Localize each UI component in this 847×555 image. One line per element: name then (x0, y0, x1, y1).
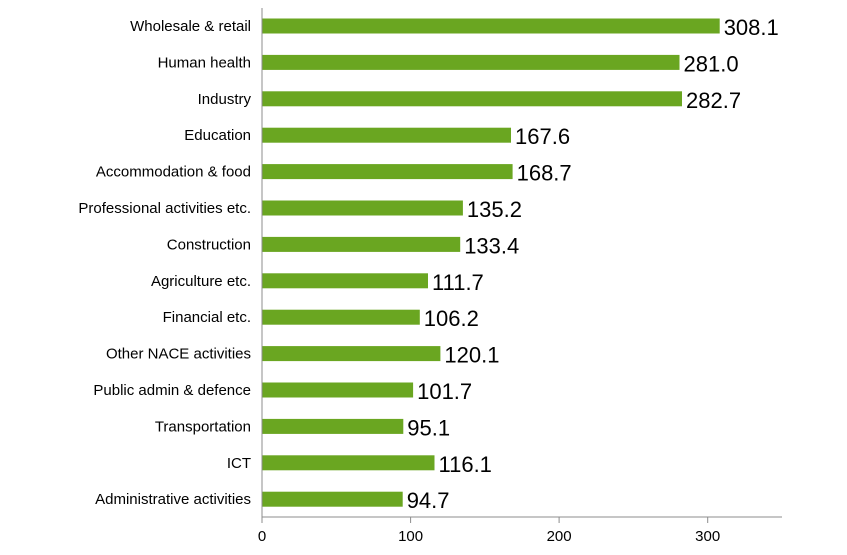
bar (262, 200, 463, 216)
category-label: Education (184, 127, 251, 144)
category-label: Construction (167, 236, 251, 253)
bar (262, 382, 414, 398)
bar (262, 273, 428, 289)
category-labels: Wholesale & retail Human health Industry Ed… (78, 18, 251, 508)
data-label: 281.0 (684, 51, 739, 76)
category-label: Industry (198, 91, 252, 108)
category-label: Public admin & defence (93, 382, 251, 399)
category-label: Professional activities etc. (78, 200, 251, 217)
bar (262, 418, 404, 434)
data-label: 282.7 (686, 88, 741, 113)
bar (262, 18, 720, 34)
x-tick-label: 100 (398, 528, 423, 545)
data-label: 135.2 (467, 197, 522, 222)
category-label: Human health (158, 54, 251, 71)
category-label: Administrative activities (95, 491, 251, 508)
data-label: 111.7 (432, 270, 484, 295)
bar (262, 91, 682, 107)
bar (262, 54, 680, 70)
category-label: Agriculture etc. (151, 273, 251, 290)
x-axis: 0 100 200 300 (258, 8, 782, 545)
data-label: 120.1 (444, 343, 499, 368)
bar (262, 236, 461, 252)
bar (262, 455, 435, 471)
bars (262, 18, 720, 507)
bar (262, 309, 420, 325)
category-label: Other NACE activities (106, 346, 251, 363)
data-label: 95.1 (407, 415, 450, 440)
data-label: 308.1 (724, 15, 779, 40)
category-label: Accommodation & food (96, 164, 251, 181)
data-label: 101.7 (417, 379, 472, 404)
bar (262, 127, 511, 143)
data-label: 116.1 (439, 452, 492, 477)
category-label: Financial etc. (163, 309, 251, 326)
bar (262, 346, 441, 362)
category-label: ICT (227, 455, 251, 472)
x-tick-label: 200 (547, 528, 572, 545)
data-label: 168.7 (517, 161, 572, 186)
data-label: 94.7 (407, 488, 450, 513)
data-label: 133.4 (464, 233, 519, 258)
data-label: 106.2 (424, 306, 479, 331)
bar (262, 491, 403, 507)
x-tick-label: 300 (695, 528, 720, 545)
category-label: Transportation (155, 418, 251, 435)
data-label: 167.6 (515, 124, 570, 149)
x-tick-label: 0 (258, 528, 266, 545)
bar (262, 164, 513, 180)
category-label: Wholesale & retail (130, 18, 251, 35)
value-labels: 308.1 281.0 282.7 167.6 168.7 135.2 133.4 111.7… (407, 15, 779, 513)
